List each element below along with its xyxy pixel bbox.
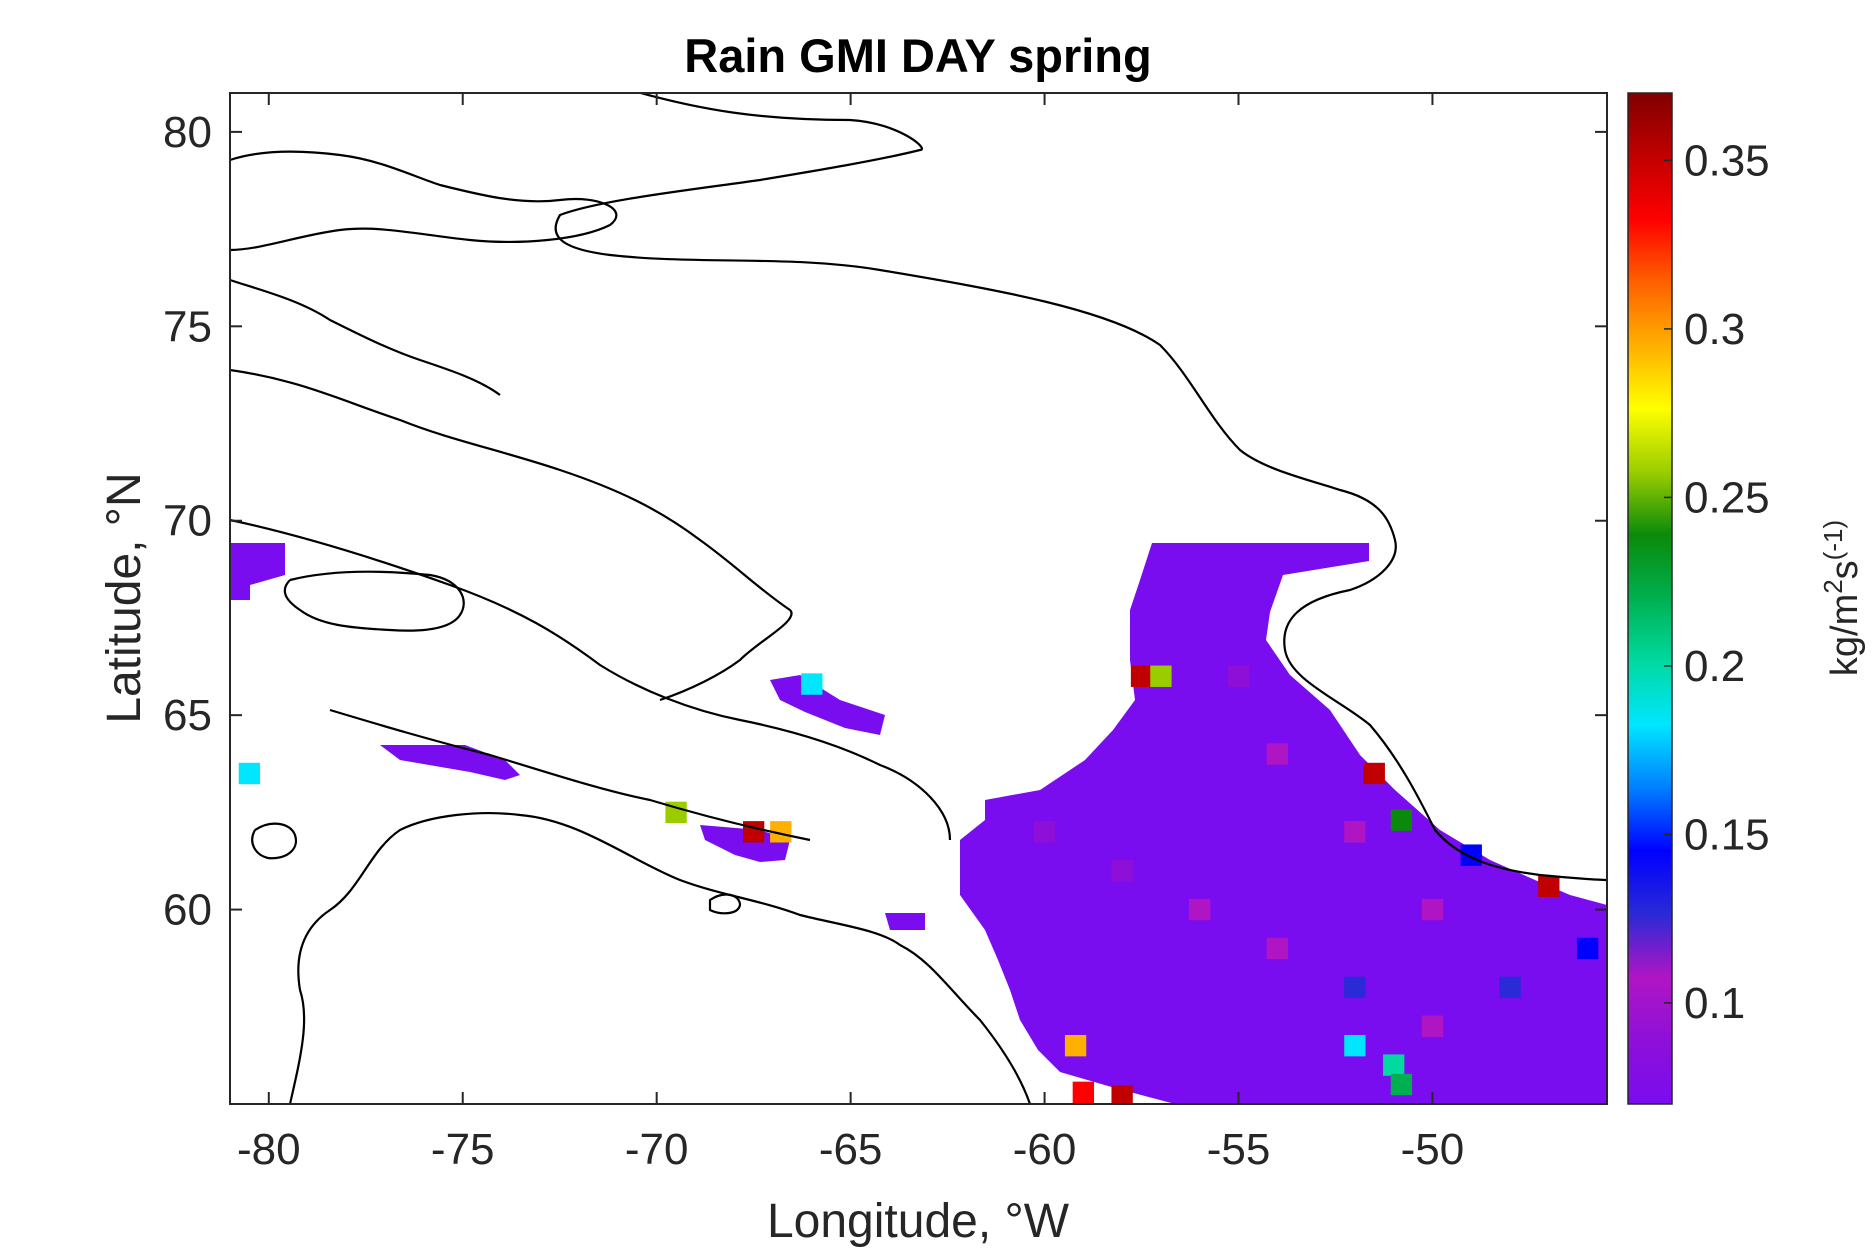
coastlines xyxy=(230,93,1607,1104)
rain-patch-hudson-strait xyxy=(380,745,520,780)
coastline-lake xyxy=(251,822,298,860)
rain-cell xyxy=(1130,665,1153,687)
x-tick-label: -55 xyxy=(1207,1125,1271,1174)
coastline-foxe xyxy=(283,570,465,632)
ocean-rain-region xyxy=(960,543,1607,1104)
rain-patch-west-edge xyxy=(230,543,285,600)
rain-cell xyxy=(1421,898,1444,921)
x-tick-label: -80 xyxy=(237,1125,301,1174)
coastline-baffin-south xyxy=(230,518,952,841)
x-tick-label: -75 xyxy=(431,1125,495,1174)
rain-cell xyxy=(1033,821,1056,843)
rain-cell xyxy=(1227,665,1250,687)
rain-cell xyxy=(1538,875,1560,897)
colorbar-tick-label: 0.35 xyxy=(1684,136,1770,185)
coastline-greenland xyxy=(554,93,1607,882)
y-tick-label: 75 xyxy=(163,302,212,351)
y-tick-label: 60 xyxy=(163,886,212,935)
rain-cell xyxy=(1390,1073,1413,1096)
y-tick-label: 80 xyxy=(163,108,212,157)
coastline-arctic-islands xyxy=(230,150,618,252)
coastline-labrador xyxy=(288,812,1032,1104)
rain-cell xyxy=(770,821,792,843)
x-tick-label: -65 xyxy=(819,1125,883,1174)
rain-patch-southern-baffin xyxy=(700,825,790,862)
colorbar-ticks: 0.1 0.15 0.2 0.25 0.3 0.35 xyxy=(1664,136,1770,1028)
y-axis-label: Latitude, °N xyxy=(98,472,151,723)
colorbar-label: kg/m2s(-1) xyxy=(1818,520,1866,676)
colorbar-tick-label: 0.2 xyxy=(1684,642,1745,691)
rain-cell xyxy=(742,821,765,843)
rain-cell xyxy=(1421,1015,1444,1037)
colorbar-tick-label: 0.3 xyxy=(1684,305,1745,354)
rain-cell xyxy=(1344,821,1366,843)
rain-cell xyxy=(1111,859,1133,882)
x-tick-label: -60 xyxy=(1013,1125,1077,1174)
rain-cell xyxy=(1382,1054,1405,1076)
x-axis: -80 -75 -70 -65 -60 -55 -50 xyxy=(237,93,1464,1174)
plot-frame xyxy=(229,92,1608,1105)
coastline-labrador-coast-small xyxy=(708,893,742,915)
colorbar-gradient xyxy=(1627,92,1673,1105)
rain-cell xyxy=(1266,937,1288,960)
rain-cell xyxy=(1363,762,1385,785)
rain-cell xyxy=(1344,1034,1366,1057)
y-tick-label: 70 xyxy=(163,497,212,546)
rain-cell xyxy=(1499,976,1521,999)
colorbar-tick-label: 0.1 xyxy=(1684,979,1745,1028)
y-axis: 60 65 70 75 80 xyxy=(163,108,1607,935)
chart-title: Rain GMI DAY spring xyxy=(684,29,1151,82)
rain-cell xyxy=(1266,743,1288,765)
colorbar-tick-label: 0.15 xyxy=(1684,810,1770,859)
x-tick-label: -70 xyxy=(625,1125,689,1174)
coastline-hudson-strait xyxy=(329,708,811,842)
rain-cells xyxy=(238,665,1599,1104)
rain-cell xyxy=(801,673,823,695)
rain-cell xyxy=(1072,1081,1095,1104)
x-axis-label: Longitude, °W xyxy=(767,1195,1070,1248)
rain-cell xyxy=(1576,937,1599,960)
colorbar: 0.1 0.15 0.2 0.25 0.3 0.35 kg/m2s(-1) xyxy=(1627,92,1866,1105)
y-tick-label: 65 xyxy=(163,691,212,740)
data-layer xyxy=(230,543,1607,1104)
coastline-arctic-islands-2 xyxy=(230,278,501,396)
rain-cell xyxy=(1150,665,1172,687)
rain-cell xyxy=(1390,809,1413,831)
colorbar-tick-label: 0.25 xyxy=(1684,473,1770,522)
rain-patch-ungava xyxy=(885,913,925,930)
rain-cell xyxy=(238,762,261,785)
rain-cell xyxy=(1111,1085,1133,1104)
rain-cell xyxy=(1189,898,1211,921)
rain-patch-frobisher xyxy=(770,675,885,735)
rain-cell xyxy=(1460,844,1482,866)
rain-cell xyxy=(1344,976,1366,999)
rain-cell xyxy=(1064,1034,1087,1057)
coastline-baffin-north xyxy=(230,368,793,702)
x-tick-label: -50 xyxy=(1401,1125,1465,1174)
